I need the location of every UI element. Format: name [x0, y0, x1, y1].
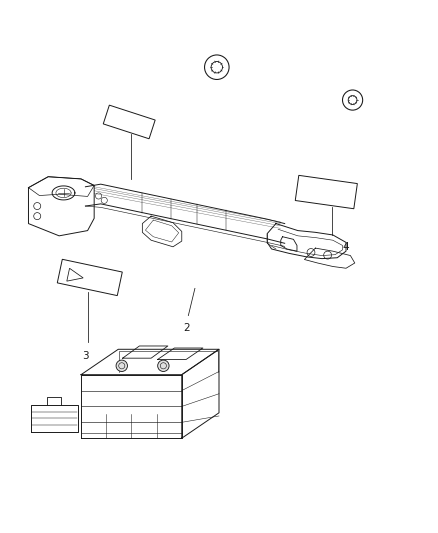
Polygon shape [295, 175, 357, 209]
Polygon shape [103, 105, 155, 139]
Text: 2: 2 [183, 322, 190, 333]
Circle shape [116, 360, 127, 372]
Text: 4: 4 [343, 243, 350, 253]
Polygon shape [57, 259, 122, 296]
Circle shape [158, 360, 169, 372]
Text: 3: 3 [82, 351, 89, 361]
